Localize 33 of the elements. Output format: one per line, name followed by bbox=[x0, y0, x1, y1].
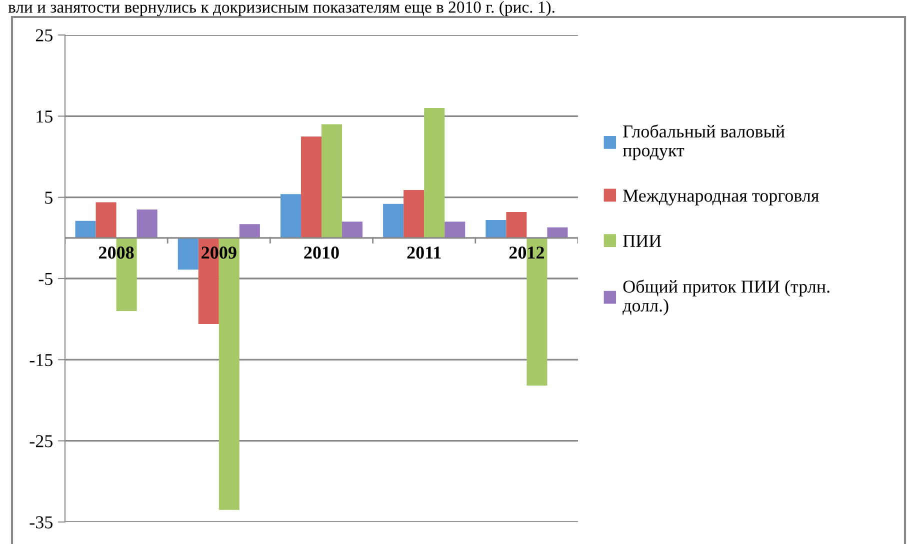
bar bbox=[506, 212, 527, 238]
bar bbox=[96, 202, 116, 238]
x-tick-label: 2011 bbox=[407, 246, 441, 259]
bar bbox=[424, 108, 445, 238]
bar bbox=[322, 124, 342, 238]
y-tick-label: 25 bbox=[36, 29, 52, 42]
bar bbox=[404, 190, 424, 238]
bar bbox=[280, 194, 301, 238]
legend-label: Глобальный валовый продукт bbox=[622, 124, 785, 160]
x-tick-label: 2010 bbox=[304, 246, 339, 259]
legend-label: ПИИ bbox=[623, 235, 662, 247]
y-tick-label: 5 bbox=[45, 192, 52, 204]
bar bbox=[136, 210, 158, 238]
y-tick-label: -35 bbox=[30, 516, 52, 528]
bar bbox=[383, 204, 404, 238]
legend-label: Общий приток ПИИ (трлн. долл.) bbox=[622, 280, 830, 316]
bar bbox=[75, 220, 96, 238]
bar bbox=[239, 224, 260, 238]
bar bbox=[486, 220, 506, 238]
bar bbox=[342, 222, 363, 238]
bar bbox=[444, 222, 466, 238]
bar bbox=[547, 227, 568, 238]
x-tick-label: 2009 bbox=[202, 246, 236, 259]
y-tick-label: -15 bbox=[30, 354, 52, 366]
bar bbox=[300, 136, 322, 238]
x-tick-label: 2012 bbox=[509, 246, 544, 259]
y-tick-label: -5 bbox=[38, 272, 52, 285]
text: вли и занятости вернулись к докризисным показателям еще в 2010 г. (рис. 1). bbox=[8, 1, 554, 16]
legend-label: Международная торговля bbox=[623, 190, 819, 206]
y-tick-label: -25 bbox=[30, 435, 52, 448]
bar bbox=[178, 238, 198, 270]
x-tick-label: 2008 bbox=[99, 246, 134, 259]
y-tick-label: 15 bbox=[36, 110, 52, 123]
